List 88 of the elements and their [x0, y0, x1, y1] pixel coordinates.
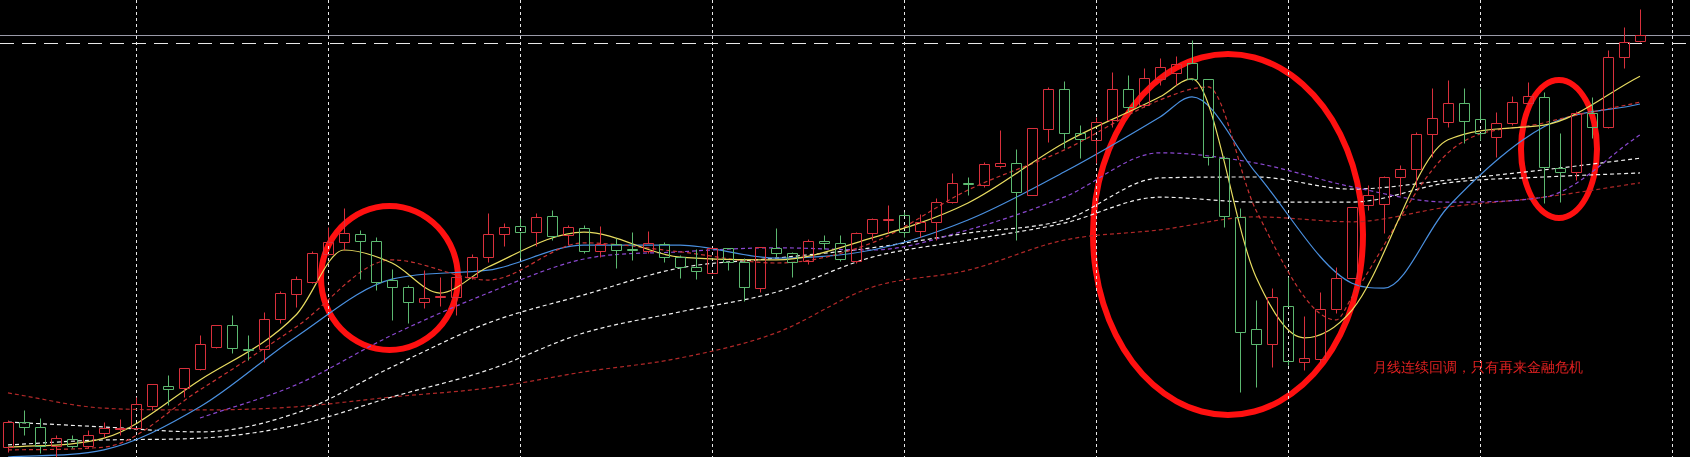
- candlestick: [1075, 125, 1086, 159]
- candlestick: [451, 275, 462, 316]
- candlestick: [99, 422, 110, 438]
- candlestick: [771, 228, 782, 258]
- candlestick: [1171, 56, 1182, 86]
- candlestick: [947, 173, 958, 203]
- candlestick: [1203, 79, 1214, 166]
- candlestick: [195, 335, 206, 370]
- candlestick: [243, 335, 254, 361]
- candlestick: [387, 269, 398, 321]
- candlestick: [227, 315, 238, 354]
- candlestick: [675, 255, 686, 279]
- candlestick: [339, 208, 350, 251]
- candlestick: [963, 177, 974, 196]
- candlestick: [291, 276, 302, 308]
- candlestick: [1539, 92, 1550, 204]
- candlestick: [1427, 88, 1438, 158]
- candlestick: [755, 247, 766, 293]
- candlestick: [1331, 267, 1342, 314]
- candlestick: [883, 205, 894, 234]
- candlestick: [499, 223, 510, 247]
- candlestick: [179, 368, 190, 398]
- candlestick: [835, 235, 846, 262]
- candlestick: [419, 270, 430, 309]
- annotation: 月线连续回调，只有再来金融危机: [1373, 358, 1583, 375]
- candlestick: [515, 218, 526, 259]
- candlestick: [371, 237, 382, 291]
- candlestick: [1443, 80, 1454, 128]
- candlestick: [403, 285, 414, 324]
- candlestick: [1475, 88, 1486, 141]
- candlestick: [1555, 133, 1566, 203]
- candlestick: [51, 435, 62, 457]
- candlestick: [1491, 112, 1502, 158]
- candlestick: [1587, 97, 1598, 139]
- candlestick: [563, 225, 574, 246]
- candlestick: [819, 235, 830, 250]
- candlestick: [1299, 316, 1310, 371]
- candlestick: [1235, 208, 1246, 393]
- candlestick: [1619, 27, 1630, 69]
- candlestick: [611, 238, 622, 269]
- candlestick: [931, 198, 942, 241]
- candlestick: [1219, 156, 1230, 228]
- candlestick: [1251, 300, 1262, 388]
- candlestick: [915, 214, 926, 238]
- candlestick: [1187, 40, 1198, 80]
- candlestick: [643, 231, 654, 254]
- candlestick: [1315, 292, 1326, 364]
- candlestick: [995, 130, 1006, 169]
- candlestick: [627, 232, 638, 261]
- candlestick: [1411, 132, 1422, 188]
- candlestick: [211, 325, 222, 348]
- candlestick: [1059, 81, 1070, 149]
- candlestick: [259, 312, 270, 363]
- candlestick: [163, 375, 174, 406]
- candlestick: [483, 213, 494, 263]
- candlestick: [1043, 87, 1054, 143]
- candlestick: [19, 410, 30, 436]
- candlestick: [723, 248, 734, 271]
- candlestick: [1155, 58, 1166, 86]
- candlestick: [1027, 128, 1038, 196]
- candlestick: [1011, 149, 1022, 241]
- candlestick: [1091, 117, 1102, 164]
- candlestick: [147, 384, 158, 411]
- candlestick: [435, 277, 446, 307]
- candlestick: [355, 230, 366, 280]
- candlestick: [1107, 72, 1118, 128]
- candlestick: [323, 227, 334, 255]
- candlestick: [787, 253, 798, 278]
- candlestick: [115, 419, 126, 436]
- candlestick: [1459, 88, 1470, 144]
- candlestick: [1283, 277, 1294, 366]
- candlestick: [531, 213, 542, 247]
- candlestick: [691, 249, 702, 280]
- candlestick: [1523, 82, 1534, 106]
- candlestick: [1123, 75, 1134, 113]
- candlestick: [1347, 207, 1358, 279]
- candlestick: [1571, 111, 1582, 181]
- candlestick: [739, 258, 750, 302]
- candlestick: [1379, 177, 1390, 234]
- candlestick: [1363, 185, 1374, 211]
- candlestick: [1267, 288, 1278, 368]
- candlestick: [1139, 68, 1150, 108]
- candlestick: [595, 226, 606, 258]
- candlestick: [1395, 165, 1406, 196]
- candlestick: [547, 210, 558, 241]
- candlestick: [707, 248, 718, 274]
- candlestick: [35, 418, 46, 454]
- candlestick: [1635, 9, 1646, 42]
